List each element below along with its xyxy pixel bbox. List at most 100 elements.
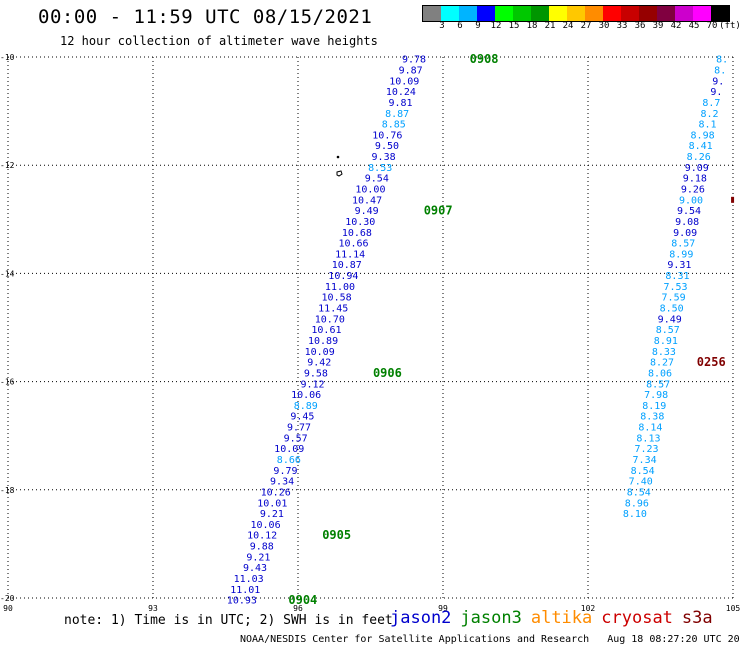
swh-value: 10.68 [342, 228, 372, 239]
swh-value: 8.10 [623, 509, 647, 520]
legend-jason3: jason3 [460, 608, 522, 628]
colorbar-label: 42 [670, 21, 682, 31]
pass-time-label: 0907 [424, 204, 453, 218]
colorbar-label: 3 [439, 21, 445, 31]
lon-tick-label: 99 [438, 604, 448, 613]
swh-value: 8.98 [691, 130, 715, 141]
swh-value: 9.54 [677, 206, 701, 217]
island-dot [336, 155, 340, 159]
swh-value: 8.14 [638, 423, 662, 434]
pass-time-label: 0906 [373, 366, 402, 380]
satellite-tracks: 9.789.8710.0910.249.818.878.8510.769.509… [227, 52, 735, 607]
swh-value: 9.12 [300, 379, 324, 390]
colorbar-label: (ft) [719, 21, 740, 31]
pass-time-label: 0904 [288, 593, 317, 607]
swh-value: 7.40 [629, 477, 653, 488]
swh-value: 10.61 [311, 325, 341, 336]
colorbar-label: 15 [508, 21, 520, 31]
lat-tick-label: -12 [0, 161, 15, 170]
swh-value: 8.31 [665, 271, 689, 282]
footnote: note: 1) Time is in UTC; 2) SWH is in fe… [64, 613, 393, 628]
edge-marker [731, 196, 735, 203]
swh-value: 10.09 [305, 347, 335, 358]
swh-value: 9.08 [675, 217, 699, 228]
swh-value: 9. [710, 87, 722, 98]
track-s3a: 8.8.9.9.8.78.28.18.988.418.269.099.189.2… [623, 55, 728, 520]
swh-value: 8.27 [650, 358, 674, 369]
lat-tick-label: -18 [0, 486, 15, 495]
colorbar-label: 12 [490, 21, 502, 31]
swh-value: 8.87 [385, 109, 409, 120]
lat-tick-label: -10 [0, 53, 15, 62]
pass-time-label: 0908 [470, 52, 499, 66]
swh-value: 10.94 [328, 271, 358, 282]
swh-value: 7.34 [633, 455, 657, 466]
colorbar-label: 24 [562, 21, 574, 31]
swh-value: 8.91 [654, 336, 678, 347]
swh-value: 9.21 [246, 552, 270, 563]
colorbar-swatch [549, 6, 567, 21]
swh-value: 9.18 [683, 174, 707, 185]
legend-altika: altika [530, 608, 593, 628]
colorbar-swatch [495, 6, 513, 21]
swh-value: 8. [716, 55, 728, 66]
swh-value: 9.45 [290, 412, 314, 423]
swh-value: 8.66 [277, 455, 301, 466]
swh-value: 8.85 [382, 120, 406, 131]
swh-value: 8.13 [636, 433, 660, 444]
legend-jason2: jason2 [390, 608, 452, 628]
colorbar-label: 33 [616, 21, 628, 31]
swh-value: 11.03 [234, 574, 264, 585]
swh-value: 8. [714, 65, 726, 76]
colorbar-swatch [567, 6, 585, 21]
swh-value: 10.66 [338, 239, 368, 250]
lon-tick-label: 102 [581, 604, 596, 613]
swh-value: 8.38 [640, 412, 664, 423]
swh-value: 7.59 [662, 293, 686, 304]
colorbar-label: 45 [688, 21, 700, 31]
map-grid [7, 56, 734, 599]
swh-value: 8.1 [699, 120, 717, 131]
colorbar-label: 36 [634, 21, 646, 31]
swh-value: 8.19 [642, 401, 666, 412]
swh-value: 10.30 [345, 217, 375, 228]
swh-value: 8.57 [646, 379, 670, 390]
credit-line: NOAA/NESDIS Center for Satellite Applica… [240, 634, 740, 645]
swh-value: 10.06 [250, 520, 280, 531]
swh-value: 10.93 [227, 596, 257, 607]
swh-value: 8.99 [669, 249, 693, 260]
colorbar-swatch [621, 6, 639, 21]
colorbar-swatch [603, 6, 621, 21]
colorbar-swatch [531, 6, 549, 21]
swh-value: 9.81 [388, 98, 412, 109]
island-outline [336, 170, 343, 177]
swh-value: 9.78 [402, 55, 426, 66]
credit-timestamp: Aug 18 08:27:20 UTC 2021 [607, 634, 740, 645]
swh-value: 10.09 [274, 444, 304, 455]
pass-time-label: 0256 [697, 355, 726, 369]
swh-value: 9.54 [365, 174, 389, 185]
pass-time-label: 0905 [322, 528, 351, 542]
swh-value: 8.33 [652, 347, 676, 358]
swh-value: 8.53 [368, 163, 392, 174]
lat-tick-label: -20 [0, 594, 15, 603]
swh-value: 8.96 [625, 498, 649, 509]
swh-value: 10.01 [257, 498, 287, 509]
swh-colorbar [422, 5, 730, 22]
swh-value: 7.53 [663, 282, 687, 293]
colorbar-label: 27 [580, 21, 592, 31]
swh-value: 8.54 [627, 487, 651, 498]
lat-tick-label: -14 [0, 269, 15, 278]
colorbar-label: 39 [652, 21, 664, 31]
axis-labels: 90 93 96 99 102 105 -10 -12 -14 -16 -18 -20 [0, 53, 740, 613]
swh-value: 10.06 [291, 390, 321, 401]
swh-value: 10.26 [261, 487, 291, 498]
track-jason3: 9.789.8710.0910.249.818.878.8510.769.509… [227, 52, 499, 607]
swh-value: 9.38 [372, 152, 396, 163]
swh-value: 8.06 [648, 368, 672, 379]
swh-value: 9.58 [304, 368, 328, 379]
colorbar-swatch [693, 6, 711, 21]
colorbar-label: 9 [475, 21, 481, 31]
swh-value: 8.2 [700, 109, 718, 120]
